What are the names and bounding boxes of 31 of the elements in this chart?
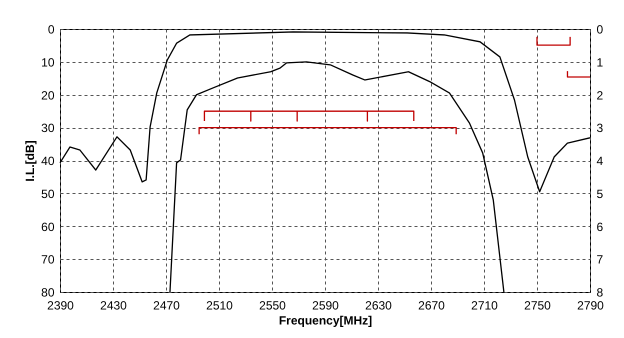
x-tick-label: 2630 [365,298,392,312]
y2-tick-label: 6 [596,220,604,234]
x-tick-label: 2430 [100,298,128,312]
y2-tick-label: 8 [596,286,604,300]
x-tick-label: 2590 [312,298,340,312]
x-tick-label: 2670 [418,298,446,312]
y2-tick-label: 4 [596,154,604,168]
x-tick-label: 2470 [153,298,180,312]
y-tick-label: 50 [41,186,55,201]
y2-tick-label: 5 [596,186,604,201]
y2-tick-label: 2 [596,88,604,102]
y-tick-label: 40 [41,154,55,168]
y-tick-label: 80 [41,286,55,300]
x-tick-label: 2790 [577,298,604,312]
x-tick-label: 2750 [524,298,552,312]
x-tick-label: 2390 [47,298,74,312]
y-tick-label: 60 [41,220,55,234]
y-tick-label: 30 [41,121,55,136]
x-tick-label: 2550 [259,298,286,312]
x-tick-label: 2510 [206,298,234,312]
y2-tick-label: 0 [596,22,604,36]
x-axis-title: Frequency[MHz] [278,314,372,328]
y2-tick-label: 3 [596,121,604,136]
y-tick-label: 10 [41,55,55,70]
y-tick-label: 70 [41,252,55,267]
y2-tick-label: 7 [596,252,604,267]
y-tick-label: 0 [48,22,55,36]
y-axis-title: I.L.[dB] [23,140,38,182]
y2-tick-label: 1 [596,55,604,70]
x-tick-label: 2710 [471,298,498,312]
y-tick-label: 20 [41,88,55,102]
